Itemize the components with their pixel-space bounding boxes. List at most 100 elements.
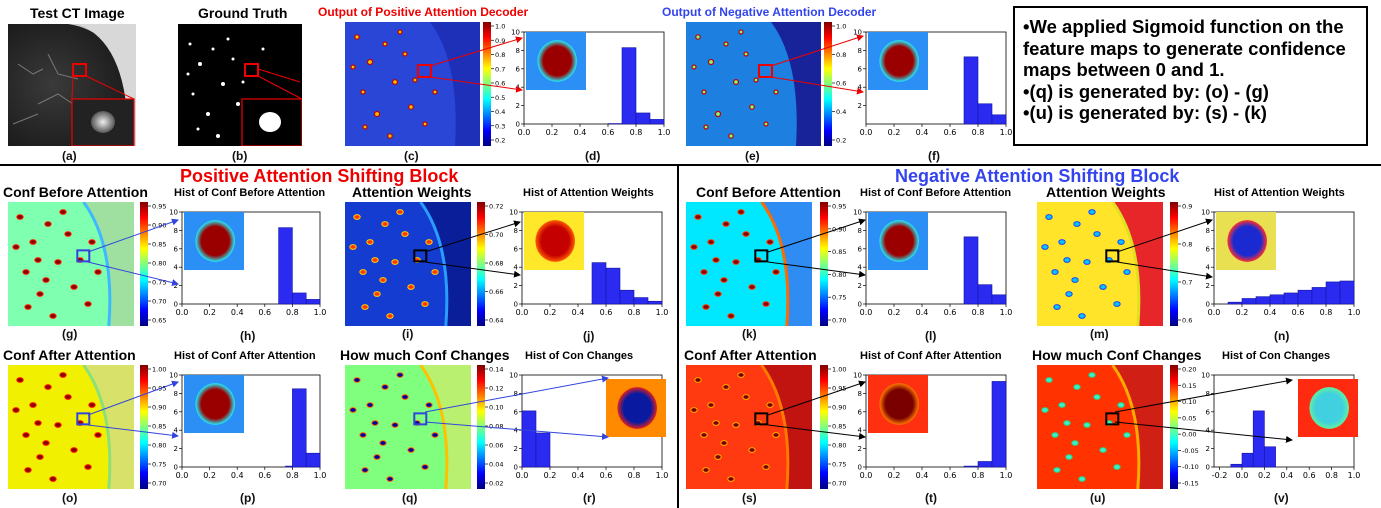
y-tick-label: 2: [858, 102, 862, 110]
y-tick-label: 4: [514, 427, 519, 435]
x-tick-label: 0.4: [572, 471, 585, 480]
colorbar-i: 0.72 0.70 0.68 0.66 0.64: [477, 202, 503, 326]
y-tick-label: 0: [516, 121, 520, 129]
y-tick-label: 2: [514, 445, 518, 453]
nodule-spot: [727, 313, 735, 319]
colorbar-tick-label: 0.75: [152, 461, 166, 469]
x-tick-label: 0.0: [516, 471, 529, 480]
colorbar-tick-label: 0.70: [152, 480, 166, 488]
caption-v: (v): [1274, 491, 1289, 505]
nodule-spot: [391, 422, 399, 428]
nodule-spot: [690, 407, 698, 413]
nodule-spot: [396, 372, 404, 378]
histogram-bar: [991, 381, 1007, 468]
heatmap-g: [8, 202, 134, 326]
nodule-spot: [396, 209, 404, 215]
colorbar-gradient: [820, 365, 828, 489]
histogram-bar: [278, 227, 293, 305]
note-line-3: •(u) is generated by: (s) - (k): [1023, 102, 1267, 123]
colorbar-tick-label: 0.75: [832, 461, 846, 469]
title-r: Hist of Con Changes: [525, 350, 634, 362]
y-tick-label: 8: [514, 227, 518, 235]
nodule-spot: [732, 422, 740, 428]
nodule-spot: [34, 257, 42, 263]
colorbar-tick-label: 0.95: [152, 203, 166, 211]
x-tick-label: 0.0: [860, 308, 873, 317]
nodule-spot: [59, 209, 67, 215]
caption-q: (q): [402, 491, 418, 505]
caption-b: (b): [232, 149, 248, 163]
nodule-spot: [44, 221, 52, 227]
x-tick-label: 1.0: [1000, 308, 1013, 317]
nodule-spot: [94, 432, 102, 438]
nodule-spot: [24, 304, 32, 310]
histogram-bar: [292, 292, 307, 305]
nodule-spot: [762, 301, 770, 307]
negative-decoder-map: [686, 22, 821, 146]
title-s: Conf After Attention: [684, 347, 817, 363]
nodule-spot: [1073, 221, 1081, 227]
caption-c: (c): [404, 149, 419, 163]
x-tick-label: 0.4: [231, 308, 244, 317]
x-tick-label: 0.0: [860, 471, 873, 480]
zoom-region-box: [754, 412, 769, 426]
nodule-spot: [772, 269, 780, 275]
colorbar-tick-label: 0.12: [489, 385, 503, 393]
nodule-spot: [707, 239, 715, 245]
y-tick-label: 8: [174, 227, 178, 235]
nodule-spot: [373, 454, 381, 460]
y-tick-label: 8: [1206, 390, 1210, 398]
colorbar-tick-label: 0.5: [495, 94, 505, 102]
nodule-spot: [766, 239, 774, 245]
x-tick-label: 0.4: [231, 471, 244, 480]
x-tick-label: 0.2: [203, 471, 216, 480]
y-tick-label: 0: [514, 301, 518, 309]
histogram-h: 0.0 0.2 0.4 0.6 0.8 1.0 0 2 4 6 8 10: [169, 209, 326, 318]
nodule-spot: [702, 304, 710, 310]
colorbar-gradient: [820, 202, 828, 326]
y-tick-label: 10: [853, 29, 862, 37]
y-tick-label: 10: [853, 372, 862, 380]
colorbar-tick-label: 0.15: [1182, 382, 1196, 390]
nodule-spot: [732, 259, 740, 265]
colorbar-tick-label: 0.85: [832, 248, 846, 256]
x-tick-label: 1.0: [658, 128, 671, 137]
nodule-spot: [44, 384, 52, 390]
nodule-spot: [54, 422, 62, 428]
x-tick-label: 1.0: [656, 471, 669, 480]
nodule-spot: [381, 384, 389, 390]
y-tick-label: 2: [174, 445, 178, 453]
colorbar-gradient: [483, 22, 491, 146]
title-q: How much Conf Changes: [340, 347, 510, 363]
histogram-r: 0.0 0.2 0.4 0.6 0.8 1.0 0 2 4 6 8 10: [509, 372, 669, 481]
x-tick-label: 1.0: [1348, 471, 1361, 480]
title-b: Ground Truth: [198, 5, 288, 21]
zoomed-inset: [524, 212, 584, 270]
nodule-spot: [707, 402, 715, 408]
nodule-spot: [1123, 269, 1131, 275]
nodule-spot: [1065, 454, 1073, 460]
colorbar-tick-label: 0.64: [489, 317, 503, 325]
nodule-spot: [1051, 432, 1059, 438]
heatmap-o: [8, 365, 134, 489]
nodule-spot: [88, 402, 96, 408]
histogram-bar: [605, 267, 621, 305]
colorbar-tick-label: 1.00: [832, 366, 846, 374]
nodule-spot: [12, 407, 20, 413]
zoomed-inset: [606, 379, 666, 437]
histogram-bar: [305, 452, 321, 468]
zoom-region-box: [1105, 249, 1120, 263]
x-tick-label: 0.2: [544, 471, 557, 480]
nodule-spot: [1099, 284, 1107, 290]
colorbar-tick-label: 0.75: [152, 279, 166, 287]
x-tick-label: 0.8: [972, 308, 985, 317]
colorbar-gradient: [140, 202, 148, 326]
colorbar-gradient: [824, 22, 832, 146]
x-tick-label: 0.2: [544, 308, 557, 317]
title-g: Conf Before Attention: [3, 184, 148, 200]
nodule-spot: [42, 440, 50, 446]
y-tick-label: 10: [169, 209, 178, 217]
x-tick-label: 0.0: [176, 308, 189, 317]
positive-decoder-map: [345, 22, 480, 146]
